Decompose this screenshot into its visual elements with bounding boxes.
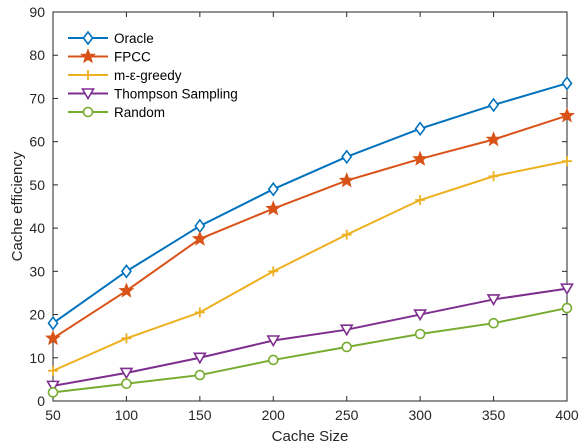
data-point xyxy=(488,97,500,113)
x-axis-label: Cache Size xyxy=(272,428,349,445)
data-point xyxy=(266,335,281,348)
data-point xyxy=(46,380,60,393)
x-tick-label: 100 xyxy=(115,407,139,423)
data-point xyxy=(120,264,132,279)
x-tick-label: 50 xyxy=(45,407,61,423)
legend-marker xyxy=(82,106,94,118)
data-point xyxy=(561,302,573,314)
legend-label: FPCC xyxy=(114,50,151,65)
series-oracle xyxy=(47,75,573,331)
y-tick-label: 70 xyxy=(29,90,45,106)
legend-marker xyxy=(83,70,93,80)
plot-area: 50 100 150 200 250 300 350 400 0 10 20 30 40 50 60 70 80… xyxy=(29,4,578,423)
series-line xyxy=(52,287,568,387)
y-tick-label: 60 xyxy=(29,134,45,150)
x-tick-label: 250 xyxy=(335,407,359,423)
data-point xyxy=(194,307,205,318)
x-tick-label: 150 xyxy=(188,407,212,423)
data-point xyxy=(338,172,355,188)
data-point xyxy=(415,195,426,206)
legend-marker xyxy=(82,30,94,46)
data-point xyxy=(561,75,573,91)
x-tick-label: 400 xyxy=(555,407,579,423)
data-point xyxy=(192,352,207,365)
series-fpcc xyxy=(45,107,575,346)
series-random xyxy=(47,302,573,398)
y-axis-label: Cache efficiency xyxy=(9,151,26,261)
data-point xyxy=(414,328,426,340)
data-point xyxy=(118,282,135,298)
data-point xyxy=(339,324,354,337)
data-point xyxy=(560,283,574,296)
data-point xyxy=(341,341,353,353)
y-tick-label: 80 xyxy=(29,47,45,63)
data-point xyxy=(486,294,501,307)
data-point xyxy=(121,378,132,390)
data-point xyxy=(194,218,206,234)
series-line xyxy=(52,307,568,394)
data-point xyxy=(121,333,132,344)
data-point xyxy=(47,387,59,398)
y-tick-label: 30 xyxy=(29,263,45,279)
y-tick-label: 10 xyxy=(29,350,45,366)
data-point xyxy=(48,365,58,376)
y-tick-label: 50 xyxy=(29,177,45,193)
series-thompson-sampling xyxy=(46,283,574,393)
data-point xyxy=(488,317,499,329)
series-line xyxy=(52,160,568,372)
legend-label: m-ε-greedy xyxy=(114,68,182,83)
legend-marker xyxy=(80,48,96,64)
y-tick-label: 20 xyxy=(29,307,45,323)
legend-label: Oracle xyxy=(114,31,154,46)
legend-label: Thompson Sampling xyxy=(114,87,238,102)
data-point xyxy=(267,181,279,197)
data-point xyxy=(194,369,206,381)
legend-label: Random xyxy=(114,105,165,120)
data-point xyxy=(413,309,428,322)
y-tick-label: 0 xyxy=(37,393,45,409)
data-point xyxy=(341,149,353,165)
data-point xyxy=(414,121,426,137)
data-point xyxy=(265,200,282,216)
y-tick-label: 40 xyxy=(29,220,45,236)
series-m-greedy xyxy=(48,156,572,376)
series-line xyxy=(52,82,568,325)
data-point xyxy=(47,315,59,331)
series-line xyxy=(52,114,568,340)
plot-frame xyxy=(52,11,568,402)
data-point xyxy=(267,354,279,366)
data-point xyxy=(412,150,429,166)
data-point xyxy=(45,329,61,346)
legend: Oracle FPCC m-ε-greedy Thompson Sampling Ran… xyxy=(68,30,238,120)
data-point xyxy=(341,229,352,240)
x-tick-label: 300 xyxy=(408,407,432,423)
data-point xyxy=(268,266,279,277)
legend-marker xyxy=(81,88,95,101)
x-tick-label: 200 xyxy=(262,407,286,423)
y-tick-label: 90 xyxy=(29,4,45,20)
data-point xyxy=(488,171,499,182)
x-tick-label: 350 xyxy=(482,407,506,423)
data-point xyxy=(559,107,575,123)
data-point xyxy=(562,156,572,167)
data-point xyxy=(119,367,134,380)
data-point xyxy=(191,230,208,246)
data-point xyxy=(485,131,502,147)
